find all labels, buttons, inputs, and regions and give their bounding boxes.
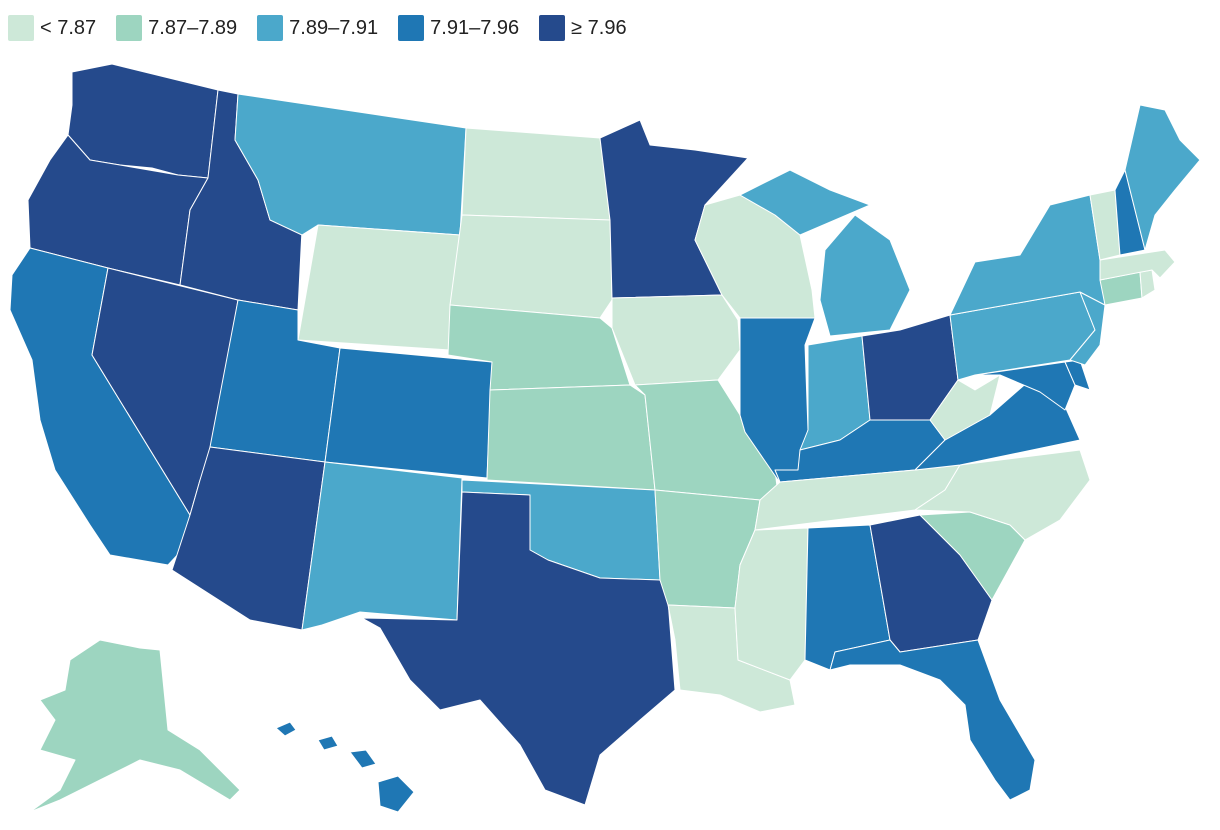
state-hi[interactable] (275, 721, 415, 813)
state-nd[interactable] (461, 127, 611, 221)
legend: < 7.87 7.87–7.89 7.89–7.91 7.91–7.96 ≥ 7… (8, 12, 647, 44)
state-sd[interactable] (449, 214, 613, 319)
state-me[interactable] (1124, 104, 1201, 251)
state-nm[interactable] (301, 461, 463, 631)
legend-item: 7.91–7.96 (398, 15, 519, 41)
state-mo[interactable] (634, 379, 779, 501)
state-fl[interactable] (829, 639, 1036, 801)
state-tx[interactable] (361, 491, 676, 806)
state-ak[interactable] (29, 639, 241, 813)
state-co[interactable] (324, 347, 493, 479)
legend-item: 7.89–7.91 (257, 15, 378, 41)
legend-label: ≥ 7.96 (571, 16, 627, 39)
state-wa[interactable] (67, 63, 219, 179)
legend-swatch (398, 15, 425, 41)
legend-swatch (257, 15, 284, 41)
state-wi[interactable] (694, 194, 816, 319)
legend-item: 7.87–7.89 (116, 15, 237, 41)
legend-swatch (539, 15, 566, 41)
state-nc[interactable] (914, 449, 1091, 541)
state-mi[interactable] (739, 169, 911, 337)
legend-swatch (8, 15, 34, 41)
legend-label: 7.87–7.89 (148, 16, 238, 39)
legend-label: 7.89–7.91 (289, 16, 379, 39)
legend-swatch (116, 15, 143, 41)
state-ma[interactable] (1099, 249, 1176, 281)
state-ms[interactable] (734, 527, 809, 681)
legend-label: 7.91–7.96 (430, 16, 520, 39)
state-wy[interactable] (297, 224, 461, 351)
state-ia[interactable] (611, 294, 741, 386)
state-ri[interactable] (1139, 269, 1156, 299)
state-ks[interactable] (486, 384, 656, 491)
state-mt[interactable] (234, 93, 467, 236)
legend-label: < 7.87 (40, 16, 97, 39)
legend-item: < 7.87 (8, 15, 96, 41)
legend-item: ≥ 7.96 (539, 15, 627, 41)
